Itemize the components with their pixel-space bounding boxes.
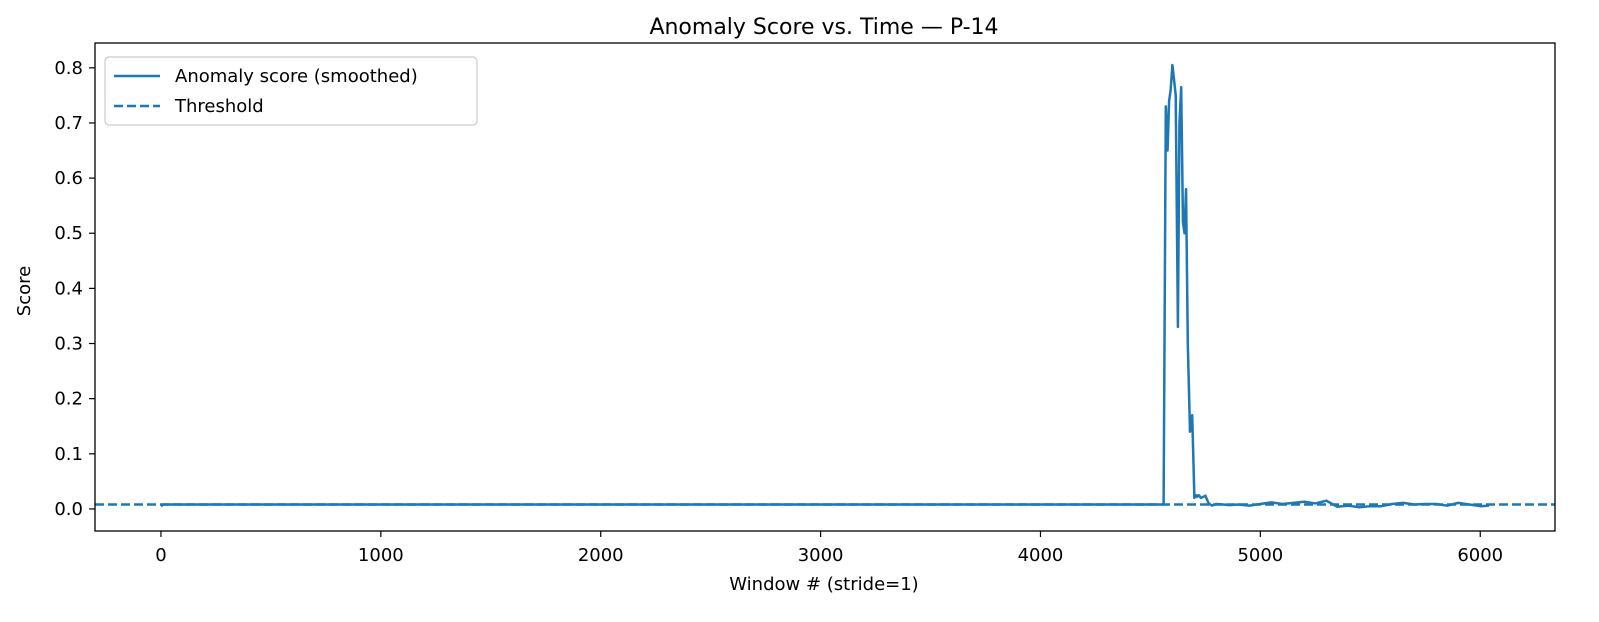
y-tick-label: 0.0 [54, 499, 83, 520]
axes-frame [94, 42, 1556, 532]
x-tick-label: 5000 [1237, 545, 1283, 566]
y-tick-label: 0.8 [54, 58, 83, 79]
x-tick-label: 3000 [798, 545, 844, 566]
x-tick-label: 4000 [1018, 545, 1064, 566]
x-tick-label: 2000 [578, 545, 624, 566]
plot-area [95, 63, 1555, 509]
y-tick-label: 0.6 [54, 168, 83, 189]
x-axis-ticks: 0 1000 2000 3000 4000 5000 6000 [155, 531, 1503, 566]
legend-label-threshold: Threshold [174, 96, 264, 117]
legend-box [104, 56, 478, 126]
x-tick-label: 1000 [358, 545, 404, 566]
x-tick-label: 6000 [1457, 545, 1503, 566]
x-axis-label: Window # (stride=1) [729, 574, 918, 595]
legend: Anomaly score (smoothed) Threshold [104, 56, 478, 126]
anomaly-score-line [160, 63, 1490, 509]
x-tick-label: 0 [155, 545, 166, 566]
y-tick-label: 0.5 [54, 223, 83, 244]
y-tick-label: 0.2 [54, 389, 83, 410]
y-tick-label: 0.7 [54, 113, 83, 134]
y-axis-label: Score [14, 266, 35, 316]
y-axis-ticks: 0.0 0.1 0.2 0.3 0.4 0.5 0.6 0.7 0.8 [54, 58, 95, 520]
y-tick-label: 0.3 [54, 334, 83, 355]
y-tick-label: 0.4 [54, 278, 83, 299]
legend-label-anomaly-score: Anomaly score (smoothed) [175, 66, 418, 87]
chart-title: Anomaly Score vs. Time — P-14 [649, 15, 998, 40]
y-tick-label: 0.1 [54, 444, 83, 465]
